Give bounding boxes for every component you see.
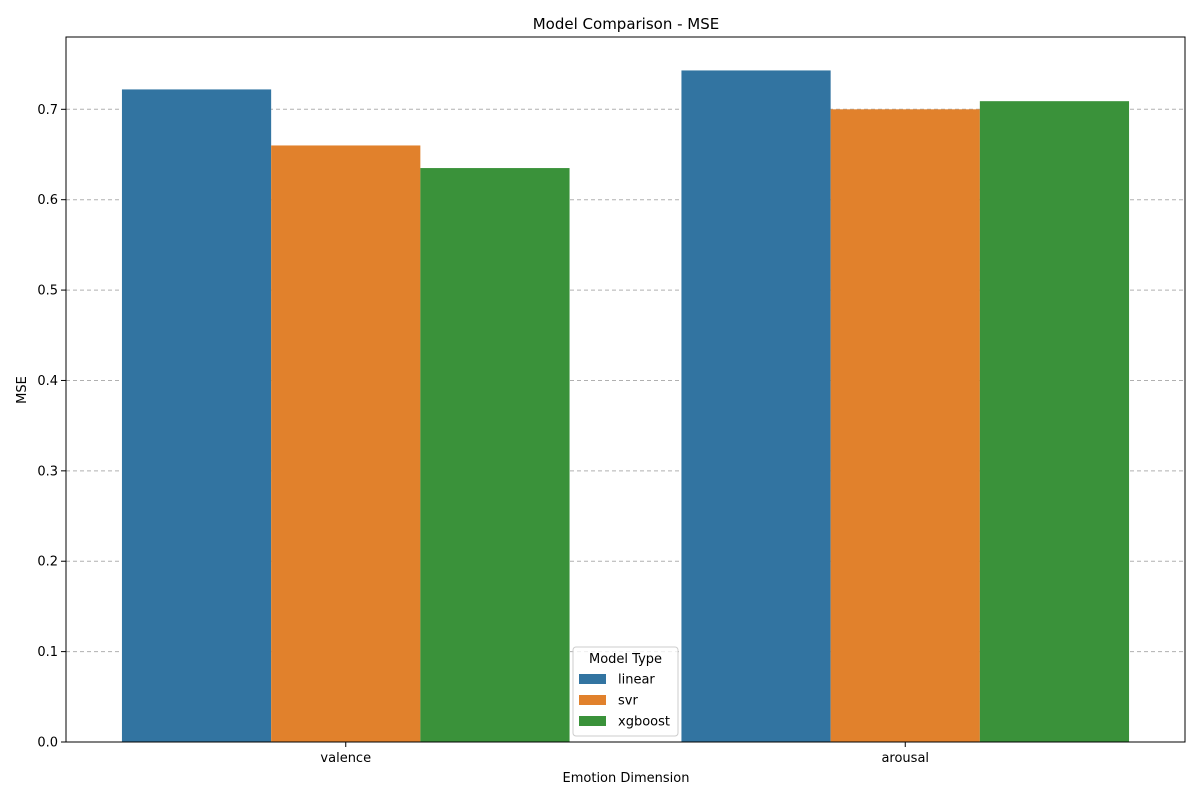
- y-tick-label: 0.3: [37, 464, 58, 479]
- y-axis-label: MSE: [15, 376, 30, 404]
- bars: [121, 70, 1130, 743]
- legend-title: Model Type: [589, 652, 662, 667]
- plot-frame: [65, 36, 1186, 743]
- x-tick-label: valence: [320, 751, 371, 766]
- x-axis-label: Emotion Dimension: [563, 771, 690, 786]
- bar-xgboost-valence: [420, 168, 570, 743]
- x-ticks: valence arousal: [320, 742, 929, 766]
- legend-swatch-xgboost: [579, 716, 606, 726]
- y-ticks: 0.0 0.1 0.2 0.3 0.4 0.5 0.6 0.7: [37, 103, 66, 751]
- legend-label-svr: svr: [618, 694, 638, 709]
- legend-label-xgboost: xgboost: [618, 715, 670, 730]
- y-tick-label: 0.0: [37, 736, 58, 751]
- legend-swatch-svr: [579, 695, 606, 705]
- y-tick-label: 0.6: [37, 193, 58, 208]
- bar-linear-arousal: [681, 70, 831, 742]
- y-tick-label: 0.4: [37, 374, 58, 389]
- bar-xgboost-arousal: [979, 101, 1130, 742]
- chart-title: Model Comparison - MSE: [533, 15, 720, 33]
- y-tick-label: 0.5: [37, 284, 58, 299]
- legend: Model Type linear svr xgboost: [572, 646, 679, 737]
- legend-box: [572, 646, 679, 737]
- y-tick-label: 0.7: [37, 103, 58, 118]
- y-tick-label: 0.2: [37, 555, 58, 570]
- legend-swatch-linear: [579, 674, 606, 684]
- y-tick-label: 0.1: [37, 645, 58, 660]
- bar-svr-arousal: [830, 109, 980, 743]
- bar-svr-valence: [271, 145, 421, 742]
- x-tick-label: arousal: [881, 751, 929, 766]
- legend-label-linear: linear: [618, 673, 655, 688]
- bar-linear-valence: [121, 89, 272, 742]
